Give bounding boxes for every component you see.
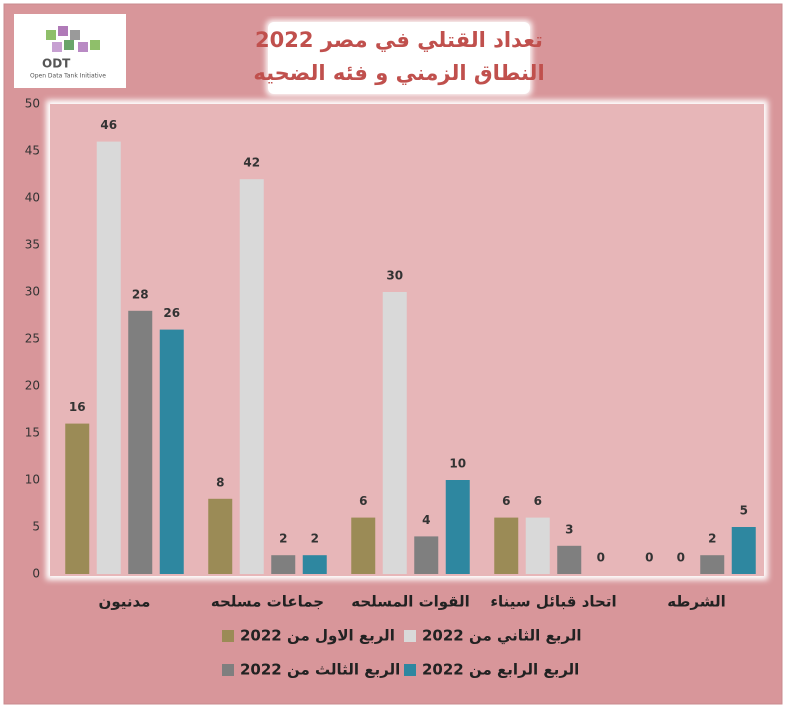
- data-label: 16: [69, 400, 86, 414]
- data-label: 2: [311, 532, 319, 546]
- y-tick-label: 50: [25, 97, 40, 111]
- y-tick-label: 45: [25, 144, 40, 158]
- legend-swatch: [222, 630, 234, 642]
- data-label: 8: [216, 475, 224, 489]
- y-tick-label: 30: [25, 285, 40, 299]
- x-tick-label: مدنيون: [99, 593, 151, 611]
- bar: [302, 555, 327, 574]
- data-label: 6: [359, 494, 367, 508]
- data-label: 5: [740, 504, 748, 518]
- chart-subtitle: النطاق الزمني و فئه الضحيه: [253, 61, 544, 85]
- logo-box: [14, 14, 126, 88]
- logo-tagline: Open Data Tank Initiative: [30, 73, 106, 80]
- data-label: 0: [645, 551, 653, 565]
- legend-label: الربع الثاني من 2022: [422, 627, 582, 645]
- bar: [445, 480, 470, 574]
- title-box: [268, 22, 530, 94]
- legend-swatch: [222, 664, 234, 676]
- bar: [414, 536, 439, 574]
- bar: [208, 498, 233, 574]
- data-label: 2: [279, 532, 287, 546]
- logo-icon: [46, 26, 100, 52]
- data-label: 0: [597, 551, 605, 565]
- data-label: 46: [100, 118, 117, 132]
- bar: [494, 517, 519, 574]
- bar: [159, 329, 184, 574]
- y-tick-label: 20: [25, 379, 40, 393]
- plot-area: [50, 104, 764, 576]
- x-tick-label: الشرطه: [667, 593, 726, 611]
- data-label: 4: [422, 513, 430, 527]
- y-tick-label: 35: [25, 238, 40, 252]
- bar: [525, 517, 550, 574]
- y-tick-label: 10: [25, 473, 40, 487]
- data-label: 42: [243, 156, 260, 170]
- data-label: 6: [534, 494, 542, 508]
- legend-swatch: [404, 630, 416, 642]
- bar: [65, 423, 90, 574]
- logo-name: ODT: [42, 57, 71, 71]
- bar: [382, 292, 407, 574]
- x-tick-label: جماعات مسلحه: [211, 593, 324, 611]
- bar: [239, 179, 264, 574]
- y-tick-label: 5: [32, 520, 40, 534]
- data-label: 30: [386, 269, 403, 283]
- y-tick-label: 40: [25, 191, 40, 205]
- bar: [128, 310, 153, 574]
- bar: [557, 545, 582, 574]
- y-tick-label: 0: [32, 567, 40, 581]
- bar: [271, 555, 296, 574]
- legend-label: الربع الاول من 2022: [240, 627, 395, 645]
- data-label: 10: [449, 457, 466, 471]
- x-tick-label: القوات المسلحه: [351, 593, 470, 611]
- bar: [700, 555, 725, 574]
- data-label: 2: [708, 532, 716, 546]
- legend-label: الربع الرابع من 2022: [422, 661, 579, 679]
- data-label: 3: [565, 522, 573, 536]
- data-label: 28: [132, 287, 149, 301]
- y-tick-label: 15: [25, 426, 40, 440]
- chart-title: تعداد القتلي في مصر 2022: [255, 28, 543, 52]
- x-tick-label: اتحاد قبائل سيناء: [490, 593, 616, 611]
- bar: [96, 141, 121, 574]
- data-label: 6: [502, 494, 510, 508]
- y-tick-label: 25: [25, 332, 40, 346]
- data-label: 0: [677, 551, 685, 565]
- legend-swatch: [404, 664, 416, 676]
- legend-label: الربع الثالث من 2022: [240, 661, 400, 679]
- data-label: 26: [163, 306, 180, 320]
- bar: [731, 527, 756, 574]
- bar: [351, 517, 376, 574]
